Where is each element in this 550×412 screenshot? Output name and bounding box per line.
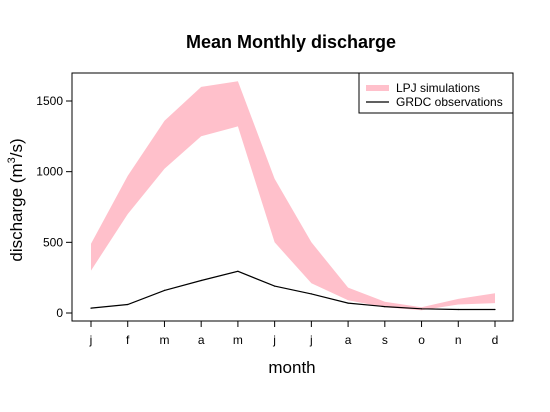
y-tick-label-0: 0: [56, 306, 63, 320]
legend-label-lpj: LPJ simulations: [396, 81, 480, 95]
x-tick-label-6: j: [272, 333, 276, 347]
data-point-grdc-11: [457, 308, 459, 311]
data-point-grdc-3: [163, 289, 166, 291]
y-axis: 0 500 1000 1500: [36, 94, 73, 320]
x-tick-label-4: a: [198, 333, 205, 347]
x-tick-label-9: s: [382, 333, 388, 347]
y-tick-label-500: 500: [43, 235, 63, 249]
x-tick-label-10: o: [418, 333, 425, 347]
data-point-grdc-7: [310, 293, 312, 295]
data-point-grdc-8: [347, 302, 349, 304]
legend: LPJ simulations GRDC observations: [358, 72, 514, 114]
plot-area: [90, 81, 496, 311]
x-tick-label-12: d: [492, 333, 499, 347]
y-axis-label-end: /s): [7, 138, 26, 157]
y-axis-label: discharge (m3/s): [6, 138, 26, 261]
data-point-grdc-1: [90, 307, 92, 309]
series-band-lpj-simulations: [91, 81, 495, 311]
series-line-grdc-observations: [90, 270, 495, 311]
x-tick-label-2: f: [126, 333, 130, 347]
data-point-grdc-9: [384, 306, 386, 308]
x-axis-label: month: [268, 358, 315, 377]
data-point-grdc-2: [127, 303, 129, 306]
y-tick-label-1000: 1000: [36, 165, 63, 179]
x-tick-label-3: m: [159, 333, 169, 347]
x-tick-label-5: m: [233, 333, 243, 347]
y-axis-label-sup: 3: [6, 157, 18, 163]
data-point-grdc-6: [274, 285, 276, 287]
legend-label-grdc: GRDC observations: [396, 95, 503, 109]
chart-title: Mean Monthly discharge: [186, 32, 396, 52]
x-tick-label-1: j: [89, 333, 93, 347]
x-tick-label-7: j: [309, 333, 313, 347]
y-tick-label-1500: 1500: [36, 94, 63, 108]
data-point-grdc-12: [494, 308, 496, 311]
data-point-grdc-5: [237, 270, 239, 272]
data-point-grdc-10: [420, 308, 423, 310]
x-tick-label-8: a: [345, 333, 352, 347]
y-axis-label-main: discharge (m: [7, 163, 26, 261]
data-point-grdc-4: [200, 279, 202, 282]
x-tick-label-11: n: [455, 333, 462, 347]
legend-box: [358, 72, 514, 114]
